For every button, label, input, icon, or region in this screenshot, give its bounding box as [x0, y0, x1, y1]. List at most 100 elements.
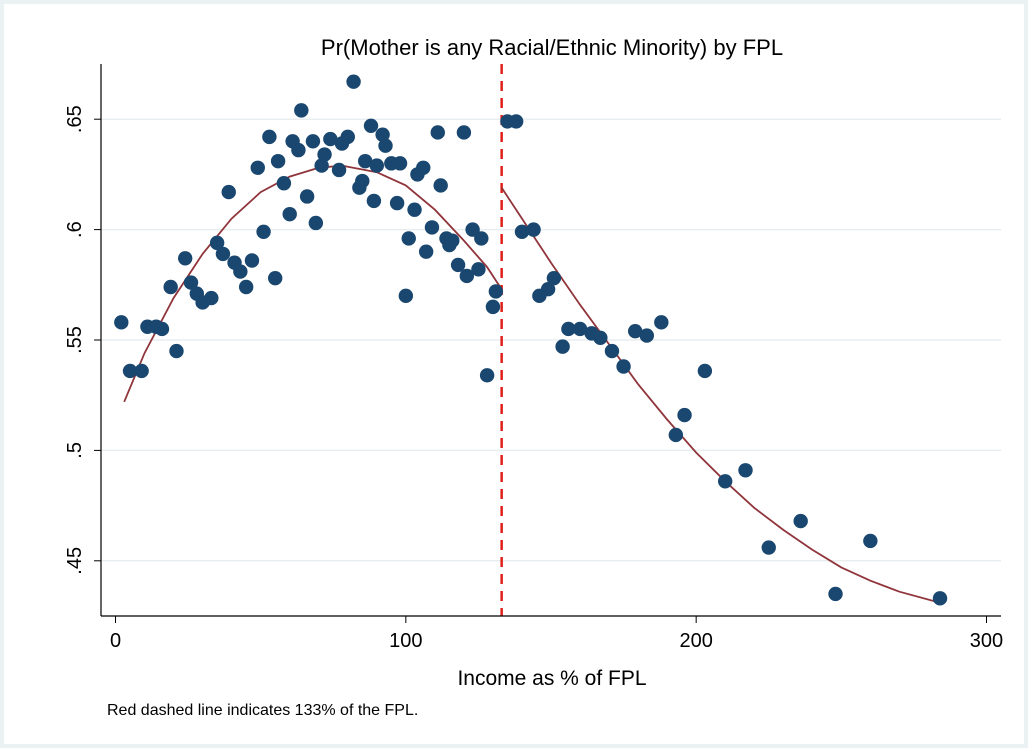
scatter-point	[450, 257, 466, 273]
scatter-point	[317, 147, 332, 162]
scatter-point	[555, 339, 570, 354]
axes: .45 .5 .55 .6 .65 0 100 200 300	[64, 64, 1003, 652]
scatter-point	[471, 262, 486, 277]
scatter-point	[863, 533, 878, 549]
scatter-point	[215, 246, 231, 262]
scatter-point	[244, 253, 260, 268]
chart-note: Red dashed line indicates 133% of the FP…	[107, 702, 418, 719]
grid-lines	[101, 118, 1001, 562]
scatter-point	[183, 275, 199, 290]
scatter-point	[299, 189, 315, 204]
scatter-point	[369, 158, 385, 173]
scatter-point	[418, 244, 434, 259]
x-tick-label: 0	[110, 630, 121, 652]
scatter-point	[398, 288, 414, 304]
scatter-point	[639, 328, 655, 343]
scatter-point	[294, 103, 309, 118]
scatter-point	[308, 215, 324, 231]
scatter-point	[407, 202, 422, 217]
scatter-point	[456, 125, 472, 140]
scatter-point	[677, 407, 692, 423]
scatter-point	[717, 474, 733, 489]
scatter-point	[169, 343, 184, 359]
scatter-point	[276, 176, 292, 191]
chart-frame: .45 .5 .55 .6 .65 0 100 200 300 Pr(Mother is any…	[4, 4, 1024, 744]
scatter-point	[572, 321, 588, 337]
scatter-point	[250, 160, 265, 175]
scatter-point	[546, 270, 562, 286]
scatter-point	[593, 330, 608, 345]
scatter-point	[233, 264, 248, 279]
scatter-point	[697, 363, 713, 379]
scatter-point	[738, 463, 753, 478]
scatter-point	[459, 268, 475, 284]
scatter-point	[479, 368, 495, 383]
scatter-point	[485, 299, 501, 315]
x-axis-title: Income as % of FPL	[457, 667, 646, 690]
scatter-point	[375, 127, 390, 142]
scatter-point	[340, 129, 355, 145]
y-tick-label: .45	[64, 547, 86, 575]
scatter-point	[401, 231, 416, 246]
scatter-point	[793, 513, 808, 529]
scatter-point	[282, 206, 297, 222]
scatter-point	[389, 195, 405, 211]
y-tick-label: .55	[64, 326, 86, 354]
y-tick-label: .5	[64, 442, 86, 459]
scatter-point	[154, 321, 170, 337]
scatter-point	[604, 343, 620, 359]
chart-title: Pr(Mother is any Racial/Ethnic Minority)…	[321, 35, 783, 60]
scatter-point	[488, 284, 504, 299]
scatter-point	[357, 153, 373, 169]
x-tick-label: 200	[679, 630, 712, 652]
scatter-point	[430, 125, 445, 140]
scatter-points	[114, 74, 948, 606]
scatter-point	[204, 290, 219, 306]
scatter-point	[262, 129, 277, 145]
scatter-point	[514, 224, 530, 240]
scatter-point	[761, 540, 776, 555]
scatter-point	[465, 222, 480, 237]
scatter-point	[445, 233, 460, 248]
scatter-point	[323, 131, 338, 147]
scatter-point	[314, 158, 329, 173]
scatter-point	[654, 315, 669, 330]
scatter-point	[526, 222, 541, 237]
scatter-point	[378, 138, 393, 153]
scatter-point	[134, 363, 149, 379]
scatter-point	[256, 224, 271, 240]
scatter-point	[355, 173, 370, 189]
scatter-point	[346, 74, 361, 89]
scatter-point	[209, 235, 225, 251]
scatter-point	[508, 114, 524, 129]
scatter-point	[305, 134, 321, 149]
scatter-point	[424, 220, 440, 235]
scatter-point	[627, 323, 643, 339]
scatter-point	[540, 282, 556, 297]
scatter-point	[363, 118, 379, 134]
scatter-point	[114, 315, 129, 330]
scatter-point	[668, 427, 684, 443]
scatter-point	[238, 279, 254, 295]
x-tick-label: 100	[389, 630, 422, 652]
scatter-point	[932, 591, 948, 606]
scatter-point	[267, 270, 283, 286]
scatter-point	[366, 193, 382, 209]
scatter-point	[616, 359, 631, 374]
scatter-point	[416, 160, 431, 175]
scatter-point	[392, 156, 408, 171]
scatter-point	[828, 586, 843, 602]
scatter-point	[291, 142, 306, 158]
y-tick-label: .65	[64, 105, 86, 133]
x-tick-label: 300	[970, 630, 1003, 652]
scatter-point	[474, 231, 489, 246]
scatter-point	[177, 251, 193, 266]
scatter-point	[270, 153, 286, 169]
fit-curve-right	[500, 187, 941, 604]
scatter-chart: .45 .5 .55 .6 .65 0 100 200 300 Pr(Mother is any…	[64, 35, 1003, 719]
scatter-point	[433, 178, 448, 193]
scatter-point	[122, 363, 138, 379]
scatter-point	[221, 184, 236, 200]
scatter-point	[331, 162, 347, 178]
y-tick-label: .6	[64, 221, 86, 238]
